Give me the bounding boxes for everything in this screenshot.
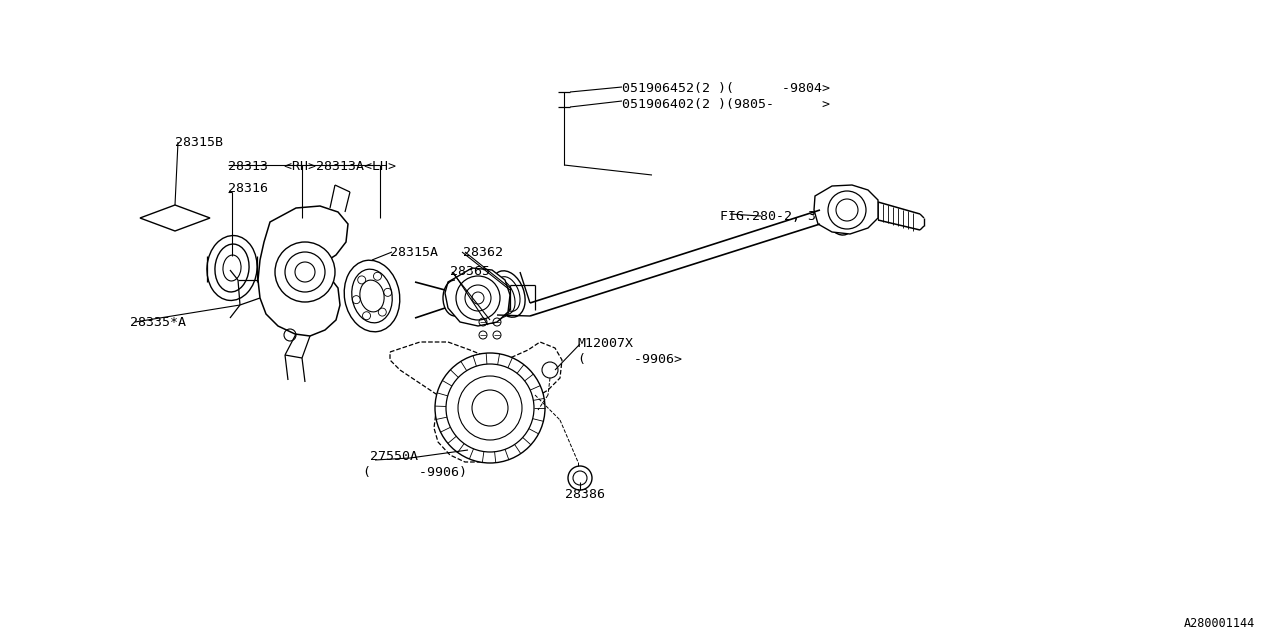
Text: M12007X: M12007X [579, 337, 634, 350]
Text: 28386: 28386 [564, 488, 605, 501]
Text: 28365: 28365 [451, 265, 490, 278]
Circle shape [275, 242, 335, 302]
Text: A280001144: A280001144 [1184, 617, 1254, 630]
Circle shape [568, 466, 591, 490]
Polygon shape [814, 185, 878, 234]
Text: 051906402(2 )(9805-      >: 051906402(2 )(9805- > [622, 98, 829, 111]
Polygon shape [445, 268, 509, 326]
Text: 051906452(2 )(      -9804>: 051906452(2 )( -9804> [622, 82, 829, 95]
Text: (      -9906): ( -9906) [364, 466, 467, 479]
Text: 28335*A: 28335*A [131, 316, 186, 329]
Text: 28313  <RH>28313A<LH>: 28313 <RH>28313A<LH> [228, 160, 396, 173]
Text: 28362: 28362 [463, 246, 503, 259]
Circle shape [435, 353, 545, 463]
Polygon shape [259, 206, 348, 336]
Text: 28315A: 28315A [390, 246, 438, 259]
Text: 28316: 28316 [228, 182, 268, 195]
Ellipse shape [344, 260, 399, 332]
Polygon shape [390, 342, 562, 462]
Text: (      -9906>: ( -9906> [579, 353, 682, 366]
Text: FIG.280-2, 3: FIG.280-2, 3 [719, 210, 817, 223]
Polygon shape [140, 205, 210, 231]
Text: 27550A: 27550A [370, 450, 419, 463]
Ellipse shape [207, 236, 257, 300]
Text: 28315B: 28315B [175, 136, 223, 149]
